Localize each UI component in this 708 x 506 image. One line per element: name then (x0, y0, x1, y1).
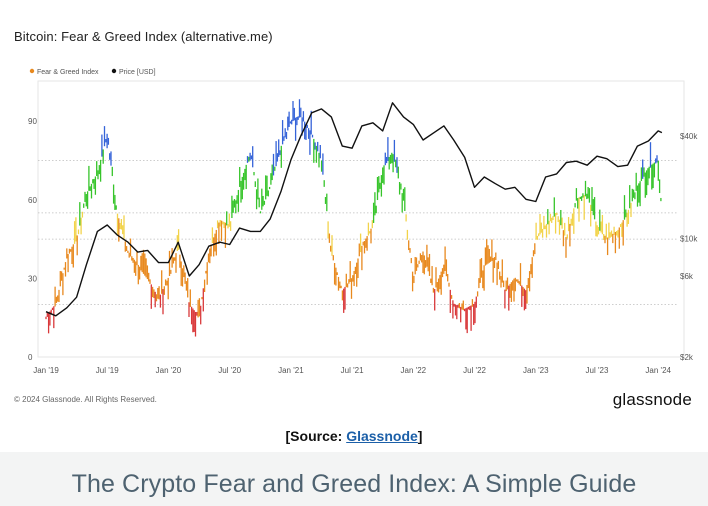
footer-band (0, 452, 708, 506)
price-line (45, 102, 663, 317)
source-link[interactable]: Glassnode (346, 428, 418, 444)
source-prefix: [Source: (285, 428, 347, 444)
y-left-tick-30: 30 (28, 274, 37, 283)
copyright-text: © 2024 Glassnode. All Rights Reserved. (14, 395, 157, 404)
y-right-tick-6k: $6k (680, 272, 694, 281)
x-tick-label: Jan '19 (33, 366, 59, 375)
x-tick-label: Jan '23 (523, 366, 549, 375)
y-right-tick-40k: $40k (680, 132, 698, 141)
legend-price-label: Price [USD] (119, 69, 156, 76)
plot-frame (37, 80, 685, 358)
x-tick-label: Jul '19 (96, 366, 119, 375)
x-tick-label: Jan '20 (156, 366, 182, 375)
y-right-tick-2k: $2k (680, 353, 694, 362)
x-tick-label: Jul '20 (218, 366, 241, 375)
y-left-tick-90: 90 (28, 117, 37, 126)
page-heading: The Crypto Fear and Greed Index: A Simpl… (71, 470, 637, 498)
chart-title: Bitcoin: Fear & Greed Index (alternative… (14, 29, 273, 44)
source-suffix: ] (417, 428, 423, 444)
fear-greed-chart: 0 30 60 90 $2k $6k $10k $40k Jan '19 Jul '19 Jan '… (28, 68, 698, 375)
x-tick-label: Jul '22 (463, 366, 486, 375)
glassnode-logo: glassnode (612, 390, 692, 409)
x-tick-label: Jul '21 (341, 366, 364, 375)
y-left-tick-60: 60 (28, 196, 37, 205)
legend-fng-marker (29, 68, 35, 74)
x-tick-label: Jan '24 (645, 366, 671, 375)
legend-fng-label: Fear & Greed Index (37, 69, 99, 76)
x-tick-label: Jan '22 (401, 366, 427, 375)
x-tick-label: Jul '23 (586, 366, 609, 375)
source-citation: [Source: Glassnode] (0, 428, 708, 444)
y-left-tick-0: 0 (28, 353, 33, 362)
x-tick-label: Jan '21 (278, 366, 304, 375)
legend-price-marker (111, 68, 117, 74)
y-right-tick-10k: $10k (680, 234, 698, 243)
